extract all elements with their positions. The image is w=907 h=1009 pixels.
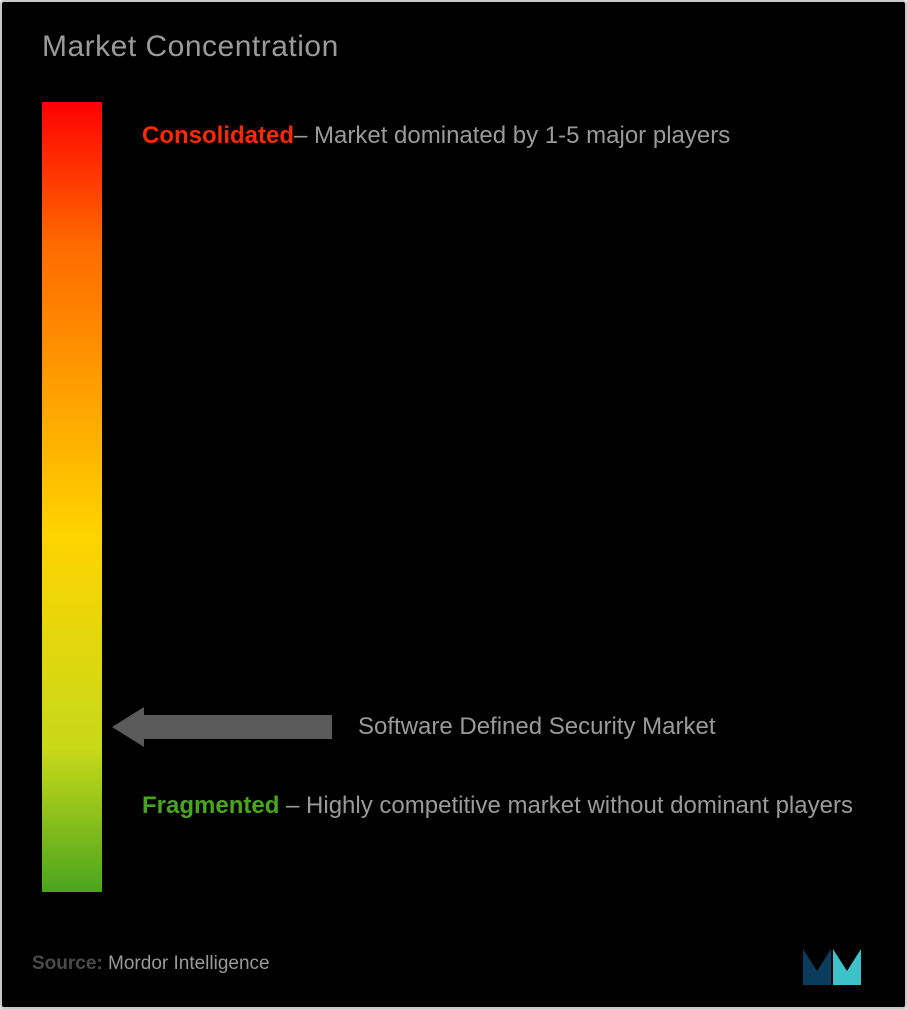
fragmented-lead: Fragmented (142, 792, 279, 819)
source-value: Mordor Intelligence (103, 953, 270, 974)
market-pointer-row: Software Defined Security Market (112, 702, 875, 752)
fragmented-rest: – Highly competitive market without domi… (279, 792, 853, 819)
left-arrow-icon (112, 713, 332, 741)
arrow-shaft (144, 715, 332, 739)
fragmented-description: Fragmented – Highly competitive market w… (142, 782, 865, 830)
consolidated-description: Consolidated– Market dominated by 1-5 ma… (142, 112, 865, 160)
mordor-logo-icon (803, 943, 875, 985)
source-label: Source: (32, 953, 103, 974)
chart-title: Market Concentration (42, 30, 339, 64)
footer: Source: Mordor Intelligence (32, 943, 875, 985)
infographic-card: Market Concentration Consolidated– Marke… (0, 0, 907, 1009)
source-line: Source: Mordor Intelligence (32, 953, 270, 975)
market-pointer-label: Software Defined Security Market (358, 713, 715, 741)
consolidated-rest: – Market dominated by 1-5 major players (294, 122, 730, 149)
arrow-head-icon (112, 707, 144, 747)
consolidated-lead: Consolidated (142, 122, 294, 149)
concentration-gradient-bar (42, 102, 102, 892)
